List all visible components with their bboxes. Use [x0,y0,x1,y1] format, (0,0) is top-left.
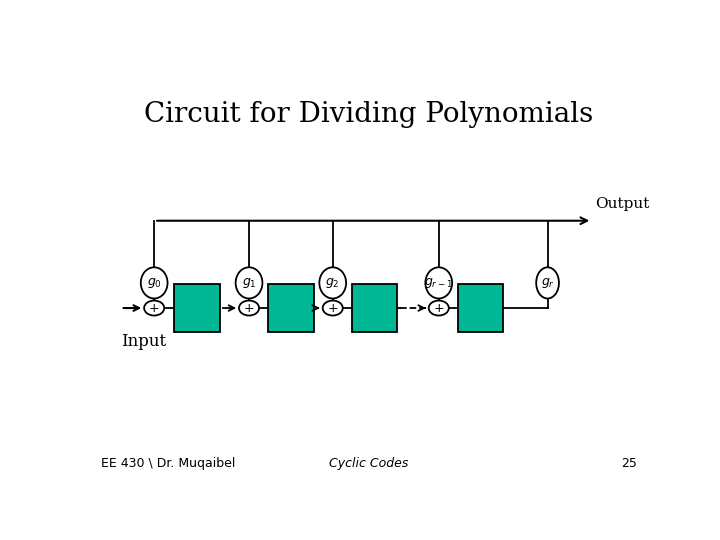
Text: +: + [243,301,254,314]
Text: $g_2$: $g_2$ [325,276,340,290]
Circle shape [323,301,343,315]
Circle shape [144,301,164,315]
Ellipse shape [320,267,346,299]
Text: $g_0$: $g_0$ [147,276,161,290]
Bar [268,284,314,332]
Text: Output: Output [595,197,649,211]
Text: +: + [149,301,160,314]
Ellipse shape [141,267,168,299]
Text: $g_r$: $g_r$ [541,276,554,290]
Text: Cyclic Codes: Cyclic Codes [329,457,409,470]
Text: Input: Input [121,333,166,350]
Circle shape [239,301,259,315]
Bar [458,284,503,332]
Ellipse shape [235,267,262,299]
Text: +: + [328,301,338,314]
Text: EE 430 \ Dr. Muqaibel: EE 430 \ Dr. Muqaibel [101,457,235,470]
Text: +: + [433,301,444,314]
Bar [174,284,220,332]
Text: 25: 25 [621,457,637,470]
Text: $g_{r-1}$: $g_{r-1}$ [424,276,454,290]
Ellipse shape [536,267,559,299]
Bar [351,284,397,332]
Ellipse shape [426,267,452,299]
Text: $g_1$: $g_1$ [242,276,256,290]
Circle shape [428,301,449,315]
Text: Circuit for Dividing Polynomials: Circuit for Dividing Polynomials [145,101,593,128]
